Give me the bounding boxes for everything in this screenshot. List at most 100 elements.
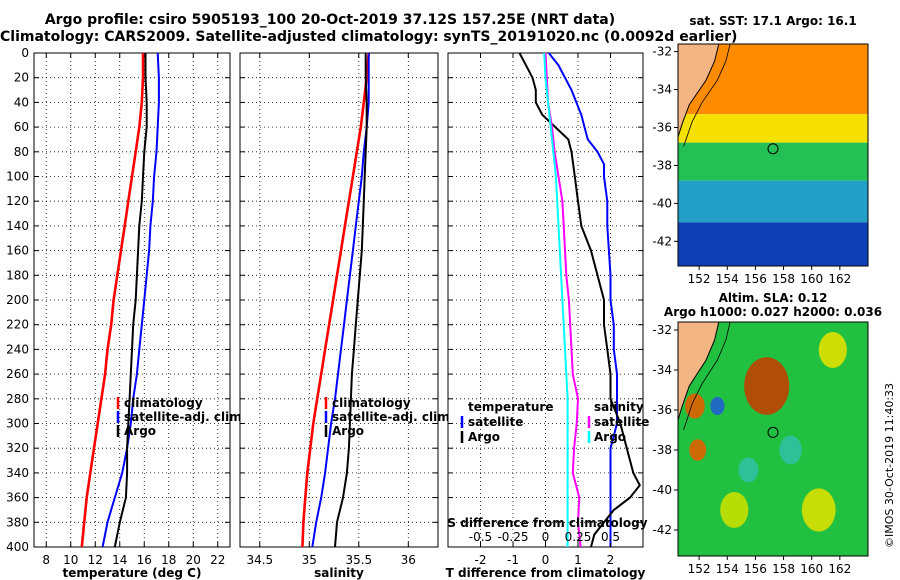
temperature-xtick-label: 16: [137, 553, 152, 567]
temperature-series-argo: [113, 53, 148, 548]
temperature-legend-label: satellite-adj. clim.: [124, 410, 246, 424]
sst-map: -32 -34 -36 -38 -40 -42 152 154 156 158 160 162: [652, 43, 869, 286]
sst-map-argo-marker: [767, 143, 779, 155]
temperature-series-climatology: [80, 53, 145, 548]
depth-tick-label: 40: [14, 95, 29, 109]
temperature-xtick-label: 14: [112, 553, 127, 567]
sla-map-xtick-label: 160: [800, 562, 823, 576]
temperature-xtick-label: 20: [186, 553, 201, 567]
difference-legend-right-label: Argo: [594, 430, 626, 444]
depth-tick-label: 380: [6, 515, 29, 529]
sla-map-land: [678, 322, 720, 421]
sst-map-band: [678, 142, 868, 181]
sla-map-ytick-label: -38: [652, 443, 672, 457]
difference-xtick-label: 2: [607, 553, 615, 567]
temperature-legend-label: climatology: [124, 396, 203, 410]
salinity-xtick-label: 35.5: [345, 553, 372, 567]
sst-map-band: [678, 222, 868, 266]
depth-tick-label: 20: [14, 71, 29, 85]
sst-map-ytick-label: -42: [652, 234, 672, 248]
depth-tick-label: 260: [6, 367, 29, 381]
credit-text: ©IMOS 30-Oct-2019 11:40:33: [883, 383, 896, 548]
sst-map-ytick-label: -34: [652, 83, 672, 97]
sla-map: -32 -34 -36 -38 -40 -42 152 154 156 158 160 162: [652, 321, 869, 576]
sla-map-anomaly-blob: [779, 435, 802, 465]
difference-legend-left-label: Argo: [468, 430, 500, 444]
salinity-legend-label: Argo: [332, 424, 364, 438]
difference-top-tick-label: -0.5: [469, 530, 492, 544]
sla-map-xtick-label: 152: [688, 562, 711, 576]
sla-map-ytick-label: -36: [652, 403, 672, 417]
difference-legend-left-label: temperature: [468, 400, 553, 414]
depth-tick-label: 340: [6, 466, 29, 480]
sla-map-anomaly-blob: [685, 393, 705, 419]
sla-map-anomaly-blob: [801, 488, 836, 532]
temperature-xtick-label: 18: [161, 553, 176, 567]
sst-map-ytick-label: -40: [652, 196, 672, 210]
temperature-xtick-label: 10: [63, 553, 78, 567]
depth-tick-label: 360: [6, 491, 29, 505]
sla-map-ytick-label: -42: [652, 523, 672, 537]
sst-map-contour: [683, 44, 731, 147]
temperature-xtick-label: 22: [210, 553, 225, 567]
difference-series-t-argo: [518, 52, 641, 548]
sla-map-ytick-label: -40: [652, 483, 672, 497]
depth-tick-label: 240: [6, 342, 29, 356]
sst-map-xtick-label: 162: [828, 272, 851, 286]
sst-map-band: [678, 180, 868, 223]
depth-tick-label: 200: [6, 293, 29, 307]
depth-tick-label: 140: [6, 219, 29, 233]
difference-xtick-label: 1: [574, 553, 582, 567]
difference-legend-right-label: satellite: [594, 415, 649, 429]
temperature-xtick-label: 8: [42, 553, 50, 567]
sla-map-anomaly-blob: [738, 457, 759, 483]
difference-top-tick-label: -0.25: [497, 530, 528, 544]
temperature-xlabel: temperature (deg C): [63, 566, 202, 580]
depth-tick-label: 100: [6, 170, 29, 184]
difference-top-tick-label: 0: [542, 530, 550, 544]
sla-map-argo-marker: [767, 426, 779, 438]
difference-top-tick-label: 0.25: [565, 530, 592, 544]
temperature-series-satellite-adj-clim-: [101, 52, 160, 548]
depth-tick-label: 60: [14, 120, 29, 134]
difference-xtick-label: -2: [475, 553, 487, 567]
difference-series-t-satellite: [548, 52, 618, 547]
sla-map-anomaly-blob: [744, 357, 790, 415]
salinity-xlabel: salinity: [314, 566, 364, 580]
difference-legend-right-label: salinity: [594, 400, 644, 414]
sla-map-anomaly-blob: [689, 439, 707, 461]
sla-map-field: [678, 322, 868, 556]
salinity-series-climatology: [301, 52, 370, 548]
depth-tick-label: 0: [21, 46, 29, 60]
depth-tick-label: 280: [6, 392, 29, 406]
sst-map-ytick-label: -36: [652, 120, 672, 134]
sla-map-xtick-label: 154: [716, 562, 739, 576]
sla-map-anomaly-blob: [818, 332, 847, 368]
sst-map-land: [678, 44, 720, 138]
sst-map-xtick-label: 158: [772, 272, 795, 286]
sla-map-xtick-label: 162: [828, 562, 851, 576]
sst-map-ytick-label: -38: [652, 158, 672, 172]
salinity-xtick-label: 34.5: [246, 553, 273, 567]
sla-map-ytick-label: -34: [652, 363, 672, 377]
difference-frame: [447, 52, 644, 548]
difference-top-xlabel: S difference from climatology: [447, 516, 647, 530]
salinity-xtick-label: 35: [302, 553, 317, 567]
sst-map-band: [678, 114, 868, 143]
sst-map-xtick-label: 156: [744, 272, 767, 286]
sst-map-title: sat. SST: 17.1 Argo: 16.1: [689, 14, 856, 28]
difference-xlabel: T difference from climatology: [446, 566, 646, 580]
temperature-xtick-label: 12: [88, 553, 103, 567]
depth-tick-label: 220: [6, 318, 29, 332]
salinity-xtick-label: 36: [401, 553, 416, 567]
salinity-legend-label: satellite-adj. clim.: [332, 410, 454, 424]
sst-map-ytick-label: -32: [652, 45, 672, 59]
sla-map-title-line1: Altim. SLA: 0.12: [719, 291, 828, 305]
salinity-legend-label: climatology: [332, 396, 411, 410]
sla-map-xtick-label: 158: [772, 562, 795, 576]
difference-series-s-satellite: [544, 52, 582, 548]
chart-title-line2: Climatology: CARS2009. Satellite-adjuste…: [0, 29, 738, 45]
depth-tick-label: 300: [6, 417, 29, 431]
chart-title-line1: Argo profile: csiro 5905193_100 20-Oct-2…: [44, 12, 616, 28]
